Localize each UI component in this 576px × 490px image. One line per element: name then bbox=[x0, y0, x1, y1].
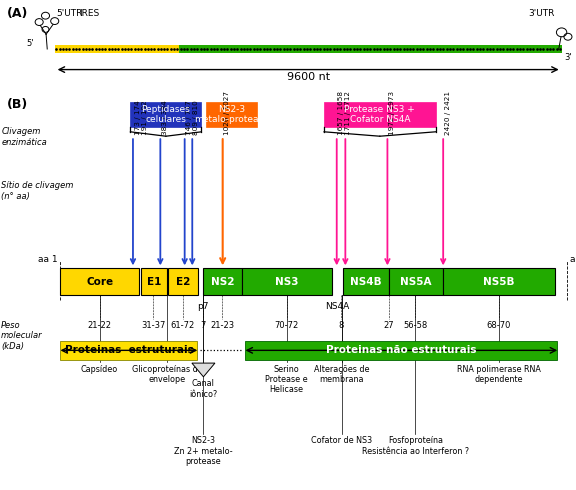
Text: 1657 / 1658
1711 / 1712: 1657 / 1658 1711 / 1712 bbox=[339, 91, 351, 135]
Text: 5': 5' bbox=[26, 39, 33, 48]
Bar bbox=[60, 269, 139, 295]
Text: NS5B: NS5B bbox=[483, 277, 515, 287]
Bar bbox=[206, 102, 257, 127]
Text: IRES: IRES bbox=[79, 9, 100, 18]
Text: (B): (B) bbox=[7, 98, 28, 111]
Bar bbox=[141, 269, 167, 295]
Text: Serino
Protease e
Helicase: Serino Protease e Helicase bbox=[265, 365, 308, 394]
Text: 61-72: 61-72 bbox=[170, 321, 195, 330]
Text: aa 3010: aa 3010 bbox=[570, 255, 576, 265]
Text: 7: 7 bbox=[200, 321, 206, 330]
Text: Peso
molecular
(kDa): Peso molecular (kDa) bbox=[1, 321, 43, 351]
Text: 3': 3' bbox=[564, 53, 571, 62]
Text: Core: Core bbox=[86, 277, 113, 287]
Text: 746 / 747
809 / 810: 746 / 747 809 / 810 bbox=[187, 100, 199, 135]
Text: Cofator de NS3: Cofator de NS3 bbox=[311, 436, 372, 445]
Text: Peptidases
celulares: Peptidases celulares bbox=[142, 105, 190, 124]
Text: 1026 / 1027: 1026 / 1027 bbox=[225, 91, 230, 135]
Text: Proteinas não estruturais: Proteinas não estruturais bbox=[326, 345, 476, 355]
Text: NS2-3
metalo-protease: NS2-3 metalo-protease bbox=[195, 105, 269, 124]
Text: Clivagem
enzimática: Clivagem enzimática bbox=[1, 127, 47, 147]
Bar bbox=[179, 45, 562, 53]
Bar bbox=[324, 102, 435, 127]
Bar bbox=[60, 341, 198, 360]
Text: Proteinas  estruturais: Proteinas estruturais bbox=[65, 345, 194, 355]
Text: p7: p7 bbox=[196, 302, 208, 311]
Text: RNA polimerase RNA
dependente: RNA polimerase RNA dependente bbox=[457, 365, 541, 384]
Text: 173 / 174
191 / 192: 173 / 174 191 / 192 bbox=[135, 100, 147, 135]
Bar bbox=[203, 269, 242, 295]
Text: NS2: NS2 bbox=[211, 277, 234, 287]
Text: Capsídeo: Capsídeo bbox=[81, 365, 118, 373]
Bar bbox=[343, 269, 389, 295]
Bar bbox=[130, 102, 202, 127]
Text: aa 1: aa 1 bbox=[38, 255, 58, 265]
Text: Protease NS3 +
Cofator NS4A: Protease NS3 + Cofator NS4A bbox=[344, 105, 415, 124]
Text: Canal
iônico?: Canal iônico? bbox=[190, 379, 218, 399]
Text: Glicoproteínas do
envelope: Glicoproteínas do envelope bbox=[131, 365, 202, 384]
Text: NS5A: NS5A bbox=[400, 277, 432, 287]
Text: 1972 / 1973: 1972 / 1973 bbox=[389, 91, 395, 135]
Text: NS4A: NS4A bbox=[325, 302, 350, 311]
Text: 3'UTR: 3'UTR bbox=[528, 9, 555, 18]
Text: (A): (A) bbox=[7, 7, 28, 21]
Bar bbox=[55, 45, 179, 53]
Text: NS3: NS3 bbox=[275, 277, 298, 287]
Text: 9600 nt: 9600 nt bbox=[287, 72, 329, 82]
Text: 68-70: 68-70 bbox=[487, 321, 511, 330]
Text: Alterações de
membrana: Alterações de membrana bbox=[314, 365, 370, 384]
Text: 31-37: 31-37 bbox=[141, 321, 165, 330]
Text: Fosfoproteína
Resistência ao Interferon ?: Fosfoproteína Resistência ao Interferon … bbox=[362, 436, 469, 456]
Text: 8: 8 bbox=[338, 321, 343, 330]
Text: NS2-3
Zn 2+ metalo-
protease: NS2-3 Zn 2+ metalo- protease bbox=[174, 436, 233, 466]
Bar bbox=[443, 269, 555, 295]
Text: 5'UTR: 5'UTR bbox=[56, 9, 83, 18]
Bar bbox=[168, 269, 198, 295]
Text: 21-22: 21-22 bbox=[88, 321, 112, 330]
Text: 2420 / 2421: 2420 / 2421 bbox=[445, 91, 451, 135]
Text: 70-72: 70-72 bbox=[274, 321, 299, 330]
Text: Sítio de clivagem
(n° aa): Sítio de clivagem (n° aa) bbox=[1, 181, 74, 201]
Text: 56-58: 56-58 bbox=[403, 321, 427, 330]
Bar bbox=[389, 269, 443, 295]
Polygon shape bbox=[192, 363, 215, 377]
Text: 27: 27 bbox=[384, 321, 394, 330]
Text: NS4B: NS4B bbox=[350, 277, 382, 287]
Text: 21-23: 21-23 bbox=[210, 321, 234, 330]
Text: E2: E2 bbox=[176, 277, 191, 287]
Bar bbox=[242, 269, 332, 295]
Text: 383 / 384: 383 / 384 bbox=[162, 100, 168, 135]
Text: E1: E1 bbox=[146, 277, 161, 287]
Bar bbox=[245, 341, 557, 360]
